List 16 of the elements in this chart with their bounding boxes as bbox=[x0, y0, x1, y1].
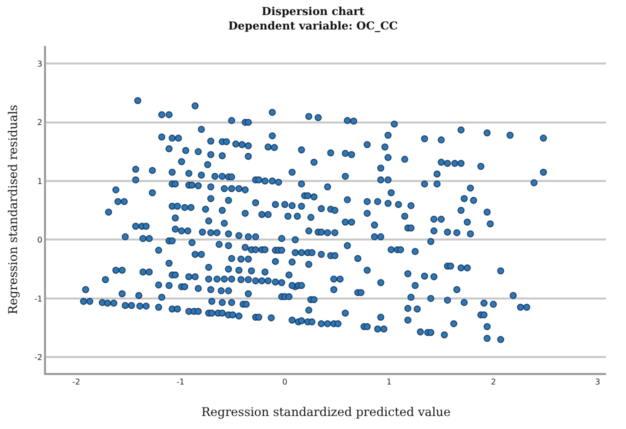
chart-title: Dispersion chart bbox=[262, 5, 366, 18]
y-tick-label: 0 bbox=[37, 236, 42, 245]
y-tick-label: 3 bbox=[37, 59, 42, 68]
y-tick-label: 2 bbox=[37, 118, 42, 128]
y-tick-label: -2 bbox=[34, 352, 42, 362]
chart-subtitle: Dependent variable: OC_CC bbox=[228, 19, 398, 32]
x-tick-label: 3 bbox=[595, 378, 600, 387]
y-axis-title: Regression standardised residuals bbox=[6, 104, 20, 314]
x-tick-label: 0 bbox=[282, 378, 288, 387]
x-tick-label: 1 bbox=[386, 378, 392, 387]
x-tick-label: 2 bbox=[490, 378, 496, 387]
x-tick-label: -1 bbox=[176, 378, 185, 387]
y-tick-label: 1 bbox=[37, 176, 42, 186]
x-axis-title: Regression standardized predicted value bbox=[201, 405, 451, 419]
y-tick-label: -1 bbox=[34, 294, 42, 304]
x-tick-label: -2 bbox=[72, 378, 80, 387]
